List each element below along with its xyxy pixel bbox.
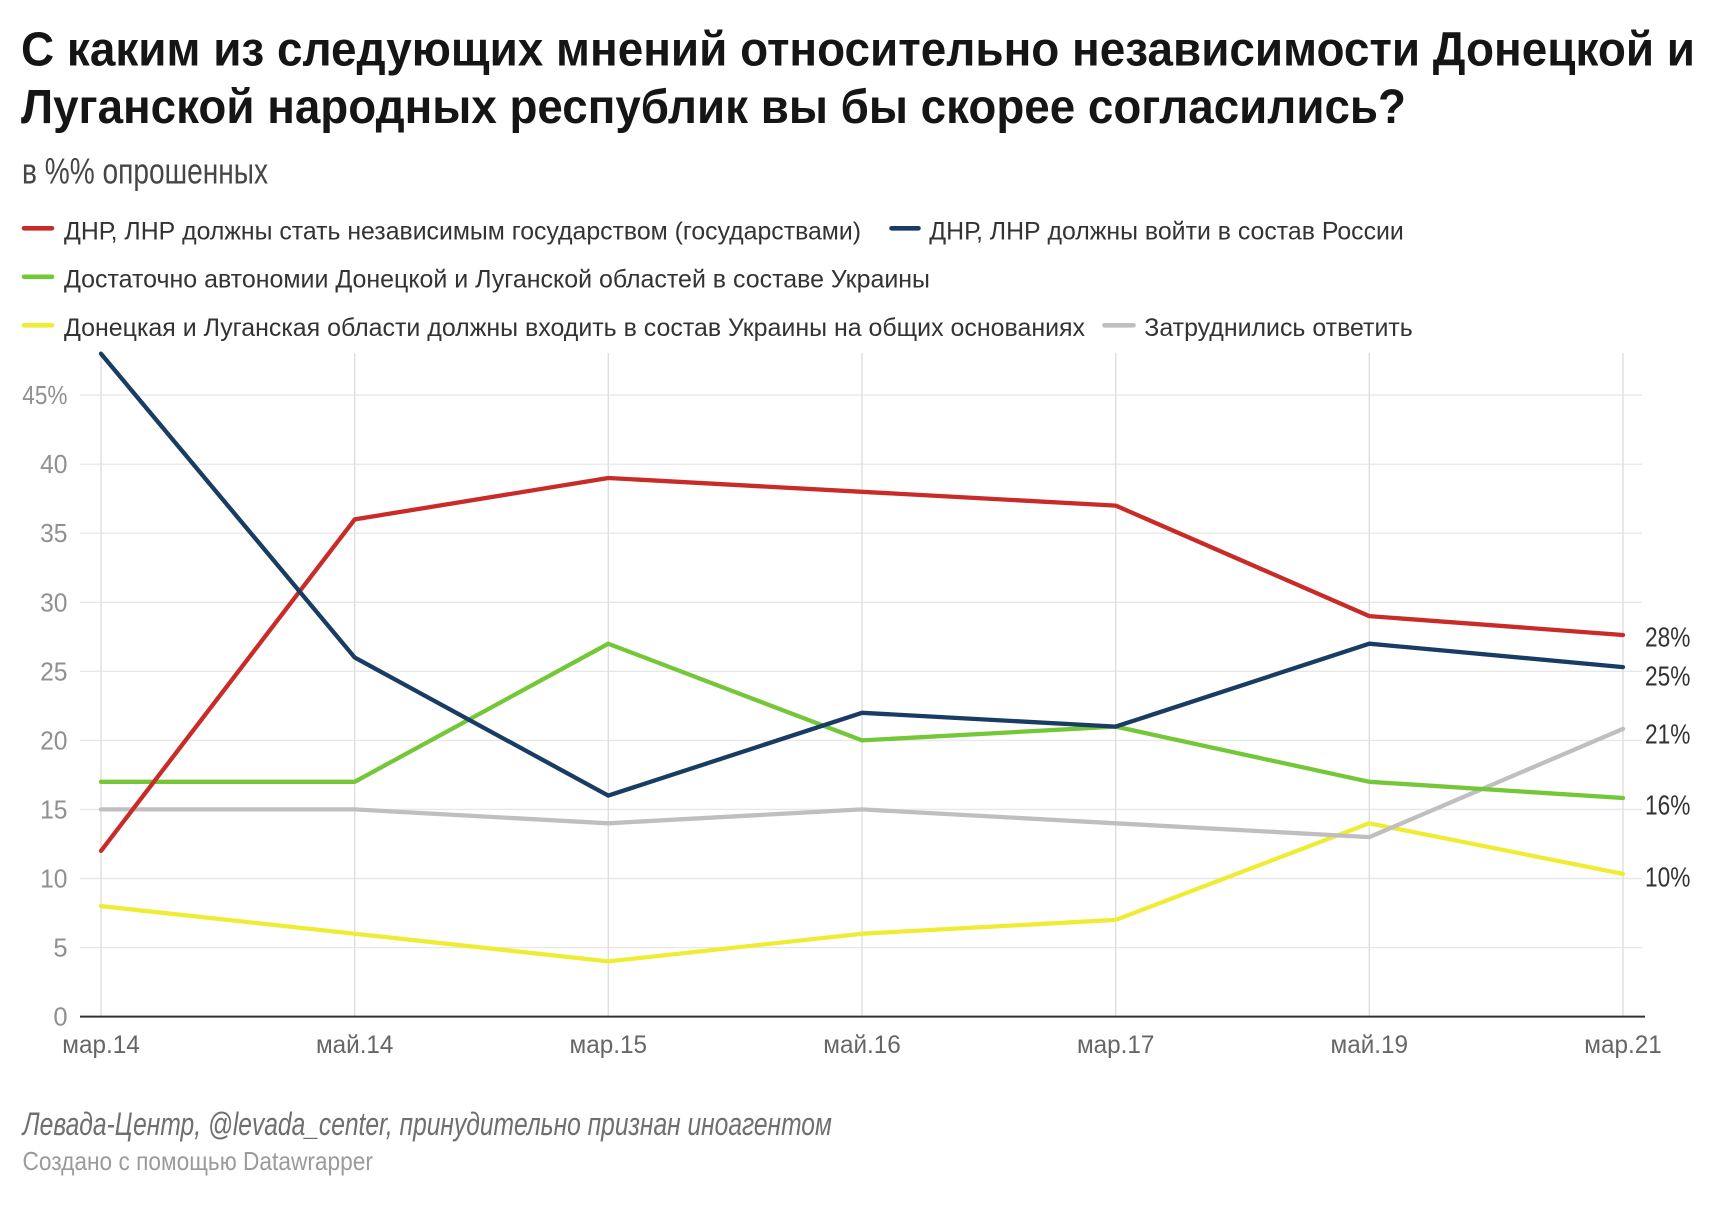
svg-text:май.14: май.14 bbox=[316, 1031, 394, 1059]
svg-text:Донецкая и Луганская области д: Донецкая и Луганская области должны вход… bbox=[64, 314, 1085, 342]
svg-text:28%: 28% bbox=[1645, 622, 1690, 653]
svg-text:40: 40 bbox=[40, 451, 67, 479]
svg-text:35: 35 bbox=[40, 520, 67, 548]
svg-text:ДНР, ЛНР должны стать независи: ДНР, ЛНР должны стать независимым госуда… bbox=[64, 218, 861, 246]
svg-text:21%: 21% bbox=[1645, 719, 1690, 750]
svg-text:мар.17: мар.17 bbox=[1077, 1031, 1155, 1059]
svg-text:Левада-Центр, @levada_center,: Левада-Центр, @levada_center, принудител… bbox=[21, 1106, 832, 1142]
svg-text:ДНР, ЛНР должны войти в состав: ДНР, ЛНР должны войти в состав России bbox=[929, 218, 1404, 246]
svg-text:мар.14: мар.14 bbox=[62, 1031, 140, 1059]
svg-text:мар.15: мар.15 bbox=[570, 1031, 648, 1059]
svg-text:25%: 25% bbox=[1645, 661, 1690, 692]
svg-text:25: 25 bbox=[40, 658, 67, 686]
svg-text:30: 30 bbox=[40, 589, 67, 617]
svg-text:10%: 10% bbox=[1645, 862, 1690, 893]
svg-text:Создано с помощью Datawrapper: Создано с помощью Datawrapper bbox=[23, 1146, 374, 1176]
svg-text:5: 5 bbox=[53, 935, 67, 963]
svg-text:май.19: май.19 bbox=[1331, 1031, 1409, 1059]
svg-text:С каким из следующих мнений от: С каким из следующих мнений относительно… bbox=[21, 24, 1695, 77]
svg-text:Затруднились ответить: Затруднились ответить bbox=[1144, 314, 1413, 342]
svg-text:10: 10 bbox=[40, 866, 67, 894]
svg-text:16%: 16% bbox=[1645, 790, 1690, 821]
svg-text:Достаточно автономии Донецкой: Достаточно автономии Донецкой и Луганско… bbox=[64, 265, 930, 293]
svg-text:май.16: май.16 bbox=[823, 1031, 901, 1059]
svg-text:Луганской народных республик в: Луганской народных республик вы бы скоре… bbox=[21, 81, 1406, 134]
svg-text:45%: 45% bbox=[22, 382, 67, 410]
svg-text:0: 0 bbox=[53, 1004, 67, 1032]
svg-text:20: 20 bbox=[40, 727, 67, 755]
svg-text:мар.21: мар.21 bbox=[1584, 1031, 1662, 1059]
svg-text:в %% опрошенных: в %% опрошенных bbox=[22, 150, 268, 191]
svg-text:15: 15 bbox=[40, 796, 67, 824]
